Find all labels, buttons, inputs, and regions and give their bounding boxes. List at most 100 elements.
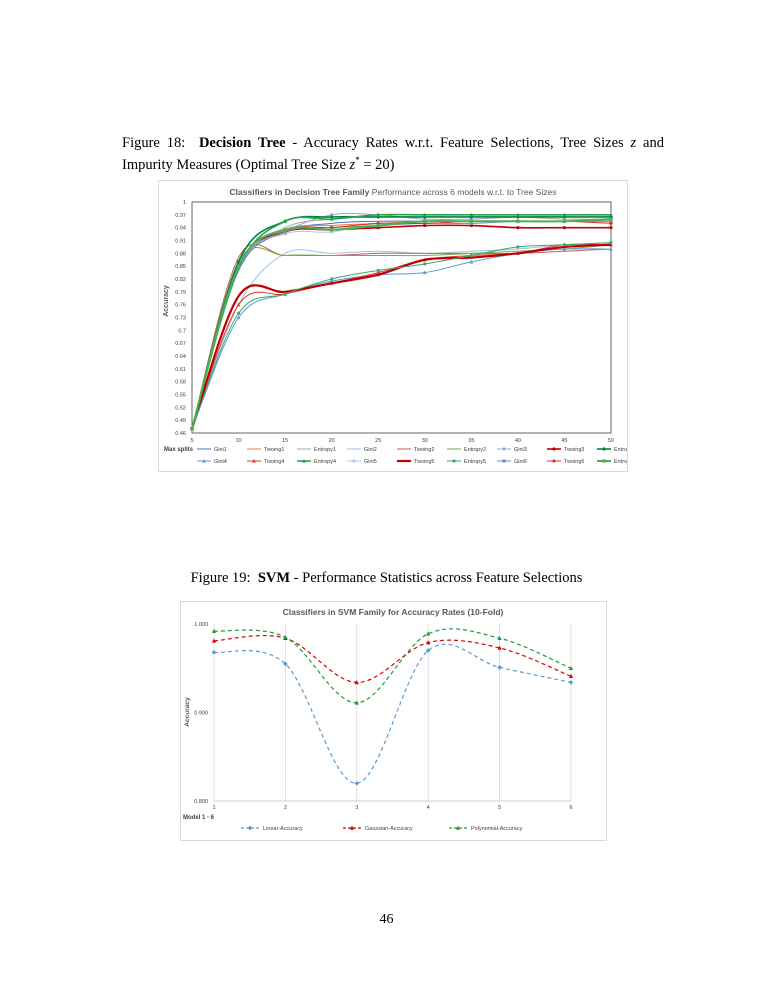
legend-marker <box>302 458 306 463</box>
y-tick-label: 0.7 <box>178 328 186 334</box>
legend-item: Gaussian-Accuracy <box>343 825 413 832</box>
data-point <box>423 219 427 223</box>
data-point <box>236 302 241 307</box>
legend-item: Twoing5 <box>397 459 435 465</box>
legend-item: Entropy6 <box>597 459 627 465</box>
legend-marker <box>452 459 456 463</box>
series-line <box>213 628 572 704</box>
data-point <box>609 221 613 225</box>
series-polynomial-accuracy <box>211 628 574 705</box>
caption-text: - Accuracy Rates w.r.t. Feature Selectio… <box>285 135 631 151</box>
data-point <box>609 246 613 251</box>
figure-title-bold: Decision Tree <box>198 135 286 151</box>
series-line <box>191 248 612 429</box>
y-tick-label: 0.800 <box>194 799 208 805</box>
data-point <box>283 219 288 223</box>
data-point <box>354 680 359 685</box>
y-tick-label: 0.82 <box>175 277 186 283</box>
series-line <box>191 243 612 429</box>
data-point <box>516 219 520 223</box>
data-point <box>423 262 427 266</box>
legend-label: Gaussian-Accuracy <box>365 826 413 832</box>
legend-label: Polynomial-Accuracy <box>471 826 523 832</box>
legend-label: Twoing5 <box>414 459 435 465</box>
y-tick-label: 0.91 <box>175 239 186 245</box>
legend-marker <box>455 825 461 830</box>
x-axis-label: Max splits <box>164 447 194 453</box>
page-number: 46 <box>379 912 394 927</box>
svm-chart: Classifiers in SVM Family for Accuracy R… <box>180 601 607 841</box>
legend-marker <box>552 447 556 451</box>
y-tick-label: 0.67 <box>175 341 186 347</box>
figure-title-bold: SVM <box>257 570 291 586</box>
legend-marker <box>502 459 506 463</box>
y-tick-label: 0.73 <box>175 316 186 322</box>
x-tick-label: 2 <box>284 805 287 811</box>
legend-marker <box>252 458 256 463</box>
legend-item: Twoing3 <box>547 447 585 453</box>
legend-label: Gini1 <box>214 447 227 453</box>
legend-item: Twoing2 <box>397 447 435 453</box>
data-point <box>469 221 473 225</box>
legend-item: Entropy4 <box>297 458 336 465</box>
data-point <box>283 634 288 640</box>
y-tick-label: 0.900 <box>194 711 208 717</box>
legend-label: Entropy5 <box>464 459 486 465</box>
series-gini6 <box>190 219 613 431</box>
chart-title: Classifiers in SVM Family for Accuracy R… <box>283 607 504 617</box>
decision-tree-chart-svg: Classifiers in Decision Tree Family Perf… <box>163 187 627 465</box>
data-point <box>568 680 574 685</box>
series-line <box>191 242 612 429</box>
data-point <box>516 226 520 230</box>
legend-marker <box>552 459 556 463</box>
data-point <box>469 259 474 264</box>
x-tick-label: 5 <box>190 438 193 444</box>
series-entropy6 <box>190 217 613 431</box>
legend-label: Twoing2 <box>414 447 435 453</box>
legend-label: Gini5 <box>364 459 377 465</box>
legend-item: Entropy1 <box>297 447 336 453</box>
legend-item: Gini6 <box>497 459 527 465</box>
legend-marker <box>349 825 355 830</box>
data-point <box>236 264 241 268</box>
series-line <box>191 244 612 429</box>
data-point <box>515 212 520 217</box>
legend-marker <box>501 446 507 452</box>
y-tick-label: 0.46 <box>175 431 186 437</box>
y-tick-label: 0.76 <box>175 303 186 309</box>
caption-math-star: * <box>355 155 360 165</box>
data-point <box>469 212 474 217</box>
figure-18-caption: Figure 18: Decision Tree - Accuracy Rate… <box>122 135 664 174</box>
data-point <box>426 631 431 636</box>
data-point <box>211 638 217 643</box>
data-point <box>283 292 287 296</box>
x-tick-label: 45 <box>561 438 567 444</box>
data-point <box>469 219 473 223</box>
legend-marker <box>202 458 206 463</box>
data-point <box>609 217 613 221</box>
series-entropy2 <box>191 244 612 429</box>
data-point <box>330 277 334 281</box>
x-tick-label: 25 <box>375 438 381 444</box>
y-tick-label: 1 <box>183 200 186 206</box>
caption-math-z: z <box>630 135 637 151</box>
data-point <box>236 311 241 315</box>
x-tick-label: 20 <box>329 438 335 444</box>
data-point <box>568 665 574 671</box>
series-twoing4 <box>190 242 613 431</box>
data-point <box>329 217 334 221</box>
caption-text: - Performance Statistics across Feature … <box>290 570 583 586</box>
data-point <box>283 228 287 232</box>
data-point <box>211 649 217 655</box>
decision-tree-chart: Classifiers in Decision Tree Family Perf… <box>158 180 628 472</box>
y-tick-label: 0.64 <box>175 354 186 360</box>
series-line <box>213 635 572 684</box>
legend-item: Polynomial-Accuracy <box>449 825 523 832</box>
x-tick-label: 35 <box>468 438 474 444</box>
legend-label: Entropy2 <box>464 447 486 453</box>
data-point <box>497 645 502 650</box>
series-gini5 <box>190 219 613 431</box>
legend-item: Gini1 <box>197 447 227 453</box>
caption-math-zstar: z <box>349 156 356 173</box>
x-tick-label: 50 <box>608 438 614 444</box>
